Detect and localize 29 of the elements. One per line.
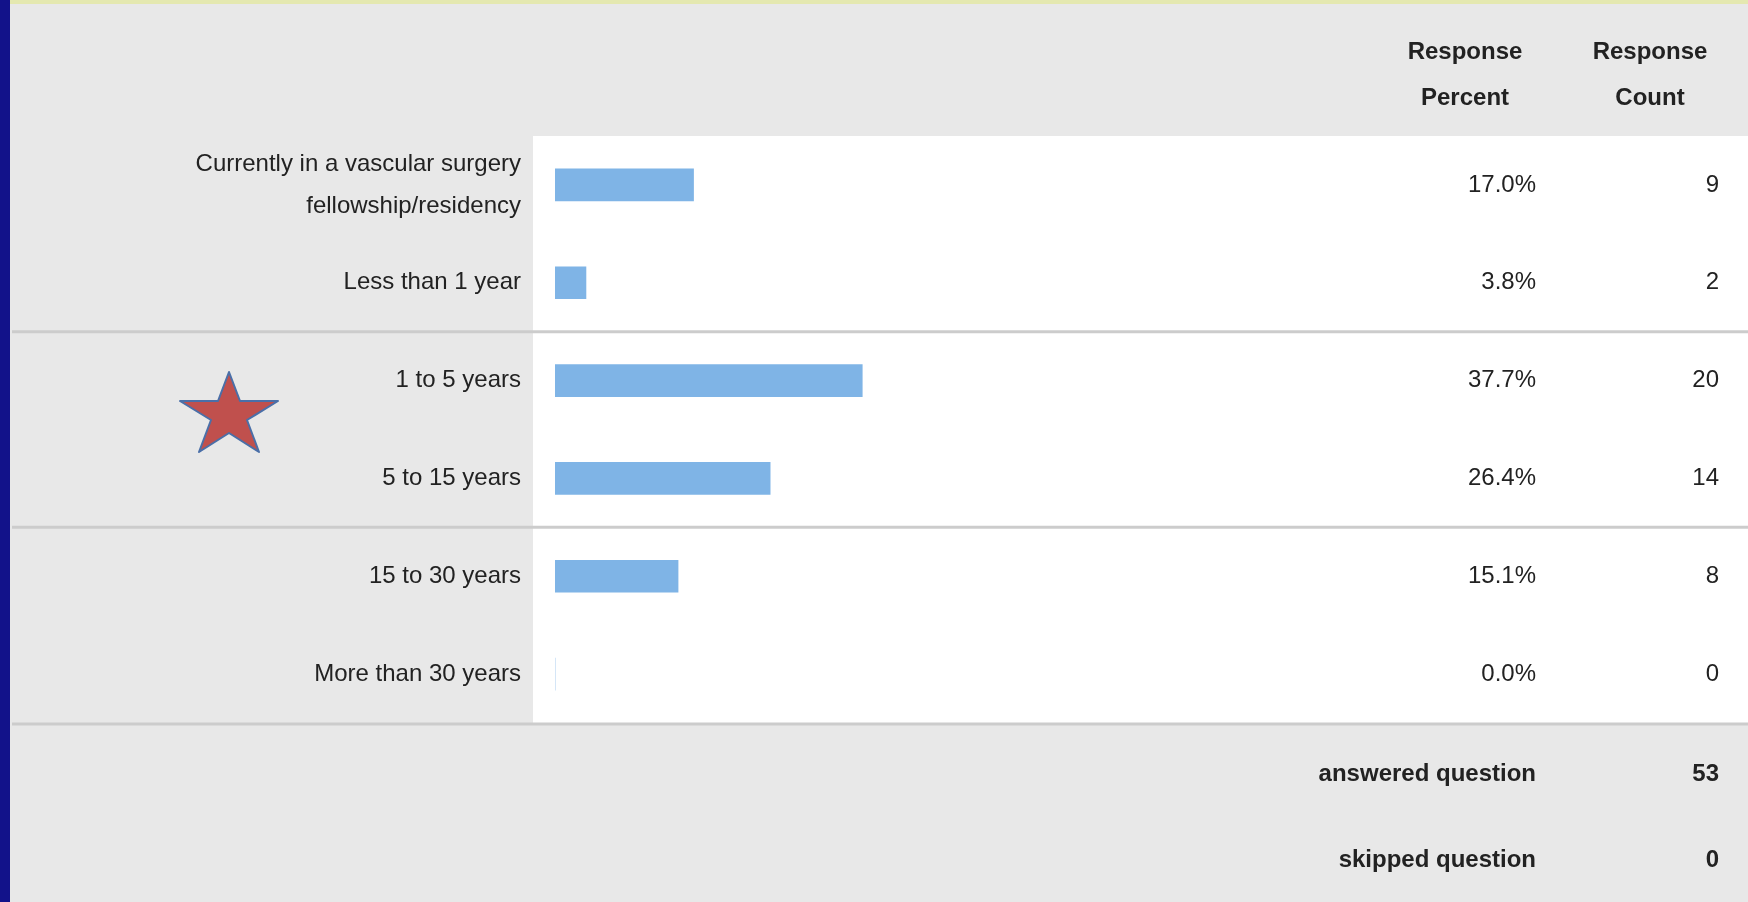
data-label: 3.8%: [1481, 267, 1536, 295]
bar: [555, 559, 679, 593]
text: 53: [1692, 758, 1719, 786]
y-tick-label: Less than 1 year: [343, 267, 521, 295]
bar: [555, 266, 587, 300]
text: Response Percent: [1407, 36, 1523, 110]
data-label: 17.0%: [1467, 169, 1536, 197]
data-label: 0.0%: [1481, 658, 1536, 686]
text: 2: [1705, 267, 1719, 295]
y-tick-label: More than 30 years: [314, 658, 521, 686]
bar: [555, 168, 694, 202]
data-label: 37.7%: [1467, 365, 1536, 393]
bar: [555, 364, 863, 397]
text: 8: [1705, 560, 1719, 588]
text: skipped question: [1338, 844, 1536, 872]
text: 14: [1692, 463, 1719, 491]
y-tick-label: 15 to 30 years: [368, 560, 521, 588]
data-label: 26.4%: [1467, 463, 1536, 491]
text: answered question: [1318, 758, 1536, 786]
text: 0: [1705, 844, 1719, 872]
y-tick-label: Currently in a vascular surgery fellowship/residency: [195, 148, 521, 218]
text: 0: [1705, 658, 1719, 686]
y-tick-label: 5 to 15 years: [382, 463, 521, 491]
text: 20: [1692, 365, 1719, 393]
text: 9: [1705, 169, 1719, 197]
data-label: 15.1%: [1467, 560, 1536, 588]
y-tick-label: 1 to 5 years: [395, 365, 521, 393]
bar: [555, 462, 771, 495]
text: Response Count: [1592, 36, 1708, 110]
